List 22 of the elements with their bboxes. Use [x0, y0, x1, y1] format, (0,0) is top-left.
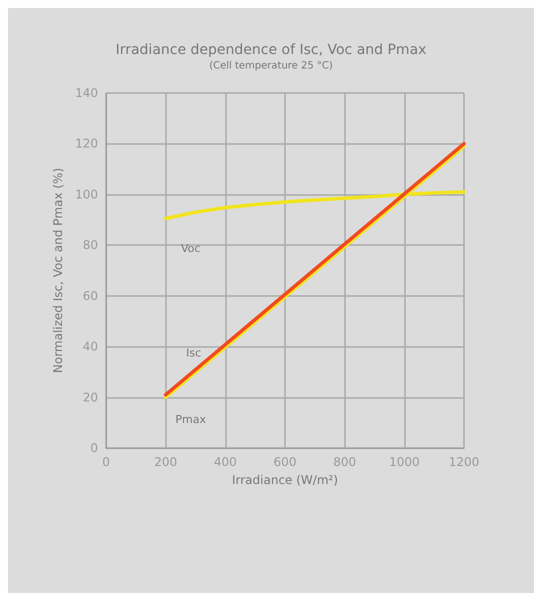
y-tick-label: 120	[75, 136, 98, 151]
x-tick-label: 200	[154, 455, 178, 469]
series-label: Isc	[186, 346, 202, 360]
y-tick-label: 100	[75, 187, 98, 202]
y-tick-label: 140	[75, 86, 98, 100]
x-tick-label: 800	[333, 455, 356, 469]
chart-subtitle: (Cell temperature 25 °C)	[209, 60, 333, 72]
y-tick-label: 0	[90, 441, 98, 455]
y-tick-label: 20	[82, 390, 98, 404]
x-tick-label: 0	[102, 455, 110, 469]
y-tick-label: 60	[82, 288, 98, 303]
x-tick-label: 1200	[448, 455, 480, 469]
x-tick-label: 1000	[389, 455, 420, 469]
y-tick-label: 80	[82, 238, 98, 252]
x-tick-label: 400	[214, 455, 237, 469]
y-axis-title: Normalized Isc, Voc and Pmax (%)	[51, 168, 66, 374]
x-axis-title: Irradiance (W/m²)	[232, 473, 338, 487]
chart-title: Irradiance dependence of Isc, Voc and Pmax	[116, 42, 426, 58]
y-tick-label: 40	[82, 340, 98, 354]
x-tick-label: 600	[274, 455, 296, 469]
series-label: Pmax	[175, 412, 206, 426]
text: Voc	[180, 242, 200, 256]
